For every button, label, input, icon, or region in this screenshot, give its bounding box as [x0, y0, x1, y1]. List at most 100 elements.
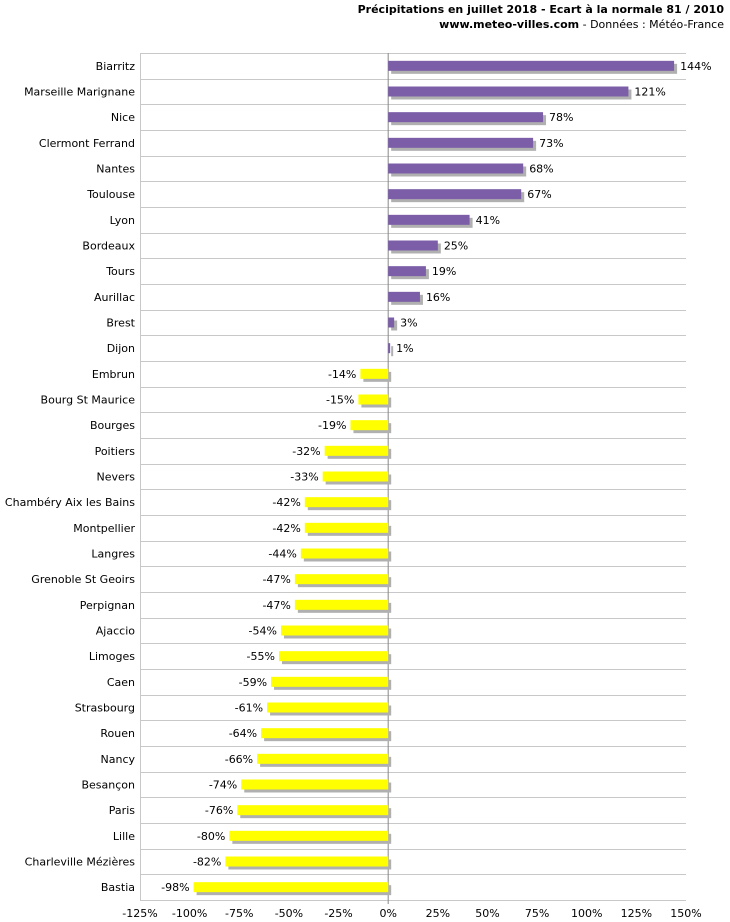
- bar-9: [388, 291, 420, 302]
- category-label: Poitiers: [95, 445, 136, 458]
- category-label: Lille: [113, 830, 135, 843]
- value-label: 67%: [527, 188, 551, 201]
- chart-header: Précipitations en juillet 2018 - Ecart à…: [358, 2, 724, 32]
- data-source: - Données : Météo-France: [579, 18, 724, 31]
- value-label: 73%: [539, 137, 563, 150]
- value-label: -47%: [262, 599, 290, 612]
- value-label: -64%: [229, 727, 257, 740]
- category-label: Caen: [107, 676, 135, 689]
- x-tick-label: -75%: [225, 907, 253, 920]
- value-label: -42%: [272, 522, 300, 535]
- category-label: Ajaccio: [96, 625, 135, 638]
- bar-14: [350, 420, 389, 431]
- x-tick-label: 150%: [670, 907, 701, 920]
- value-label: -54%: [249, 625, 277, 638]
- category-label: Grenoble St Geoirs: [31, 573, 135, 586]
- bar-26: [261, 728, 389, 739]
- category-label: Montpellier: [73, 522, 135, 535]
- bar-0: [388, 60, 675, 71]
- category-label: Chambéry Aix les Bains: [5, 496, 135, 509]
- value-label: -61%: [235, 702, 263, 715]
- bar-5: [388, 189, 522, 200]
- category-label: Perpignan: [80, 599, 135, 612]
- category-label: Nice: [111, 111, 135, 124]
- category-label: Langres: [91, 548, 135, 561]
- bar-3: [388, 137, 534, 148]
- bar-21: [294, 599, 389, 610]
- value-label: 25%: [444, 240, 468, 253]
- category-label: Tours: [105, 265, 135, 278]
- category-label: Bourges: [90, 419, 135, 432]
- bar-25: [267, 702, 389, 713]
- chart-subtitle: www.meteo-villes.com - Données : Météo-F…: [358, 17, 724, 32]
- bar-27: [257, 753, 389, 764]
- value-label: 78%: [549, 111, 573, 124]
- x-tick-label: 50%: [475, 907, 499, 920]
- category-label: Charleville Mézières: [25, 856, 136, 869]
- category-label: Biarritz: [96, 60, 136, 73]
- category-label: Clermont Ferrand: [39, 137, 135, 150]
- value-label: -55%: [247, 650, 275, 663]
- category-label: Bourg St Maurice: [41, 394, 136, 407]
- bar-23: [278, 651, 389, 662]
- category-label: Lyon: [110, 214, 135, 227]
- value-label: 121%: [634, 86, 665, 99]
- bar-17: [304, 497, 389, 508]
- bar-4: [388, 163, 524, 174]
- value-label: -32%: [292, 445, 320, 458]
- x-tick-label: 0%: [379, 907, 396, 920]
- bar-12: [360, 368, 389, 379]
- site-link[interactable]: www.meteo-villes.com: [439, 18, 580, 31]
- bar-11: [388, 343, 391, 354]
- bar-29: [237, 805, 389, 816]
- bar-2: [388, 112, 544, 123]
- category-label: Paris: [109, 804, 135, 817]
- value-label: 19%: [432, 265, 456, 278]
- chart-title: Précipitations en juillet 2018 - Ecart à…: [357, 3, 724, 16]
- bar-10: [388, 317, 395, 328]
- category-label: Toulouse: [86, 188, 135, 201]
- value-label: 68%: [529, 163, 553, 176]
- value-label: -19%: [318, 419, 346, 432]
- value-label: -47%: [262, 573, 290, 586]
- category-label: Embrun: [92, 368, 135, 381]
- value-label: -14%: [328, 368, 356, 381]
- category-label: Aurillac: [94, 291, 135, 304]
- category-label: Nancy: [101, 753, 136, 766]
- bar-1: [388, 86, 629, 97]
- bar-32: [193, 882, 389, 893]
- bar-24: [271, 676, 389, 687]
- value-label: 144%: [680, 60, 711, 73]
- category-label: Limoges: [89, 650, 135, 663]
- x-tick-label: 125%: [621, 907, 652, 920]
- x-tick-label: -100%: [172, 907, 207, 920]
- x-tick-label: -50%: [275, 907, 303, 920]
- bar-6: [388, 214, 470, 225]
- x-tick-label: 100%: [571, 907, 602, 920]
- bar-7: [388, 240, 438, 251]
- x-tick-label: 25%: [426, 907, 450, 920]
- value-label: -80%: [197, 830, 225, 843]
- value-label: -42%: [272, 496, 300, 509]
- bar-13: [358, 394, 389, 405]
- category-label: Dijon: [107, 342, 135, 355]
- x-tick-label: 75%: [525, 907, 549, 920]
- value-label: -44%: [268, 548, 296, 561]
- category-label: Nevers: [96, 471, 135, 484]
- bar-30: [229, 830, 389, 841]
- category-label: Marseille Marignane: [24, 86, 135, 99]
- bar-shadow: [391, 320, 398, 331]
- category-label: Strasbourg: [75, 702, 135, 715]
- bar-16: [322, 471, 389, 482]
- value-label: -66%: [225, 753, 253, 766]
- value-label: -33%: [290, 471, 318, 484]
- category-label: Besançon: [81, 779, 135, 792]
- x-tick-label: -25%: [324, 907, 352, 920]
- category-label: Brest: [106, 317, 135, 330]
- value-label: 41%: [476, 214, 500, 227]
- category-label: Nantes: [96, 163, 135, 176]
- value-label: 3%: [400, 317, 417, 330]
- bar-18: [304, 522, 389, 533]
- bar-20: [294, 574, 389, 585]
